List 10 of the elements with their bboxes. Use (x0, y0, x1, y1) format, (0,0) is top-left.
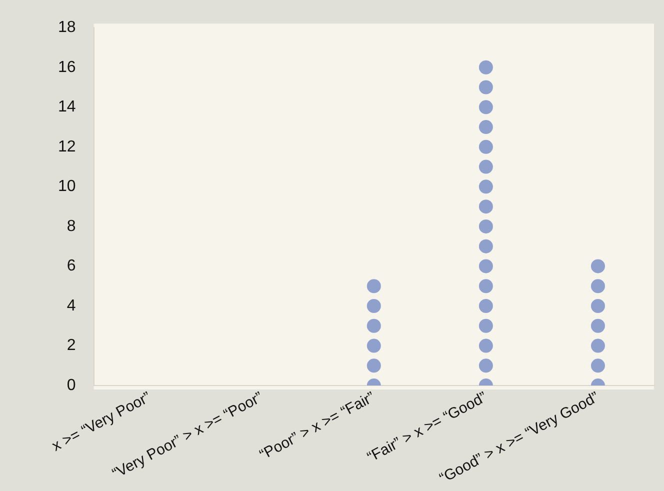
y-tick-label: 0 (66, 376, 76, 394)
y-tick-label: 8 (66, 218, 76, 235)
y-tick-label: 10 (58, 178, 76, 196)
y-tick-label: 2 (66, 337, 76, 354)
y-tick-label: 4 (66, 297, 76, 314)
y-tick-label: 16 (58, 58, 76, 76)
y-tick-label: 6 (66, 258, 76, 275)
y-tick-label: 14 (58, 98, 76, 116)
y-tick-label: 12 (58, 138, 76, 156)
y-tick-label: 18 (58, 19, 76, 36)
